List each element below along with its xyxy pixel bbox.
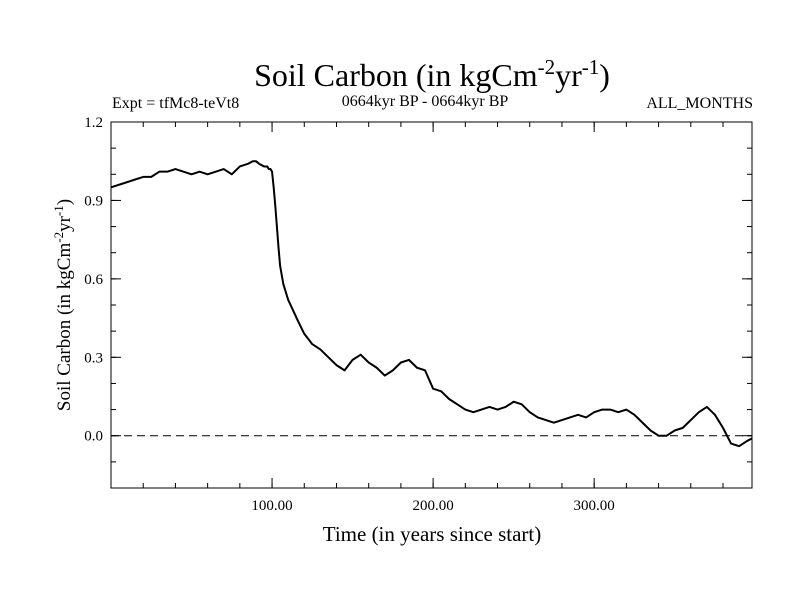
plot-frame <box>110 121 753 489</box>
x-tick-label: 100.00 <box>251 498 292 514</box>
y-tick-label: 1.2 <box>84 115 103 131</box>
period-label: 0664kyr BP - 0664kyr BP <box>342 93 509 110</box>
y-tick-label: 0.3 <box>84 350 103 366</box>
x-tick-label: 300.00 <box>574 498 615 514</box>
x-tick-label: 200.00 <box>412 498 453 514</box>
months-label: ALL_MONTHS <box>646 95 753 112</box>
y-tick-label: 0.9 <box>84 193 103 209</box>
y-tick-label: 0.0 <box>84 429 103 445</box>
soil-carbon-series-line <box>110 160 753 448</box>
y-axis-label: Soil Carbon (in kgCm-2yr-1) <box>51 199 75 411</box>
y-tick-label: 0.6 <box>84 272 103 288</box>
chart-title: Soil Carbon (in kgCm-2yr-1) <box>254 55 610 93</box>
x-axis-label: Time (in years since start) <box>323 522 542 546</box>
experiment-label: Expt = tfMc8-teVt8 <box>112 95 239 112</box>
